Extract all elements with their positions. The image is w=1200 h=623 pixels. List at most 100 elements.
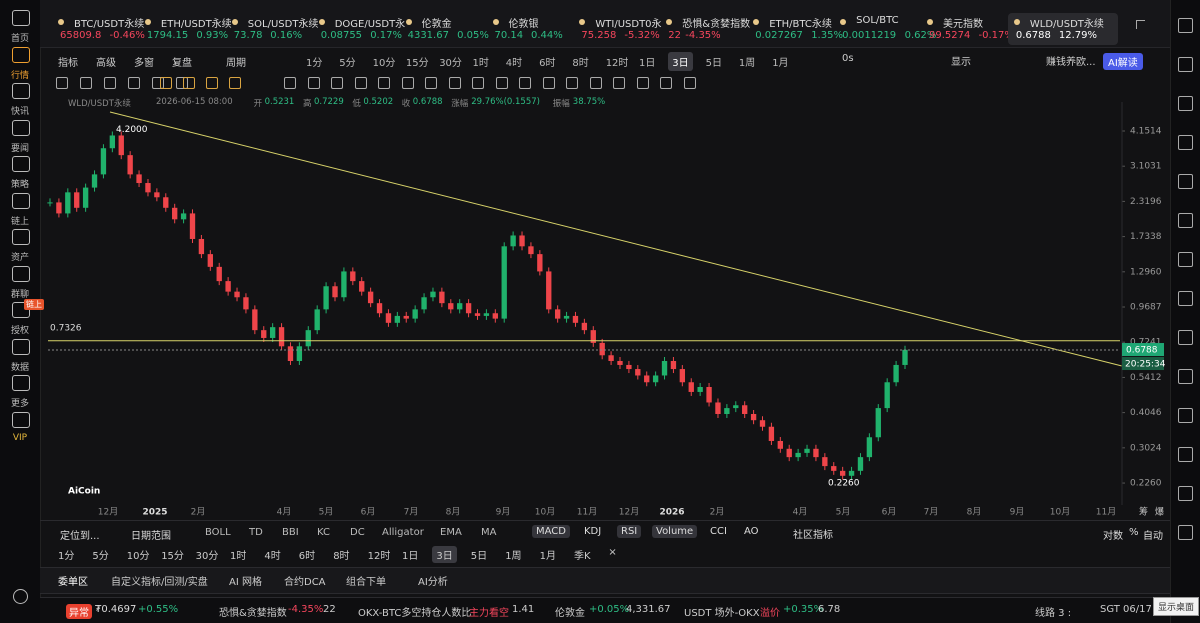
sidebar-icon[interactable] <box>12 83 30 99</box>
draw-tool[interactable] <box>104 77 116 89</box>
period2-button[interactable]: 5日 <box>470 551 488 562</box>
right-icon[interactable] <box>1178 213 1193 228</box>
draw-tool[interactable] <box>307 77 320 89</box>
indicator-right[interactable]: 对数 <box>1103 531 1123 542</box>
ticker-name[interactable]: ETH/USDT永续 <box>160 19 232 30</box>
draw-tool[interactable] <box>425 77 437 89</box>
status-item[interactable]: 线路 3 : <box>1035 608 1072 619</box>
status-item[interactable]: +0.35% <box>783 604 824 615</box>
sidebar-icon[interactable] <box>12 46 30 63</box>
ticker-change[interactable]: 0.16% <box>270 30 303 41</box>
period-button[interactable]: 1日 <box>639 58 656 69</box>
period-button[interactable]: 15分 <box>405 58 429 69</box>
ticker-change[interactable]: 12.79% <box>1058 30 1098 41</box>
ticker-name[interactable]: 美元指数 <box>943 19 983 30</box>
toolbar-button[interactable]: 周期 <box>226 58 246 69</box>
indicator-right[interactable]: 自动 <box>1143 531 1163 542</box>
sidebar-label[interactable]: 资产 <box>10 253 29 263</box>
indicator-main[interactable]: KC <box>317 527 330 538</box>
period-button[interactable]: 1周 <box>738 58 756 69</box>
ticker-name[interactable]: 伦敦银 <box>508 19 539 30</box>
period-button[interactable]: 30分 <box>439 58 462 69</box>
sidebar-label[interactable]: 授权 <box>10 326 29 336</box>
ticker-name[interactable]: SOL/USDT永续 <box>247 19 319 30</box>
indicator-main[interactable]: EMA <box>440 527 462 538</box>
status-item[interactable]: 异常 <box>66 604 92 619</box>
right-icon[interactable] <box>1178 330 1193 345</box>
draw-tool[interactable] <box>495 77 508 89</box>
sidebar-label[interactable]: 行情 <box>10 70 29 81</box>
ticker-name[interactable]: SOL/BTC <box>856 15 899 26</box>
toolbar-button[interactable]: 复盘 <box>172 58 192 69</box>
ticker-price[interactable]: 0.027267 <box>755 30 803 41</box>
ticker-change[interactable]: 1.35% <box>811 30 843 41</box>
status-item[interactable]: +0.55% <box>138 604 179 615</box>
draw-tool[interactable] <box>80 77 92 89</box>
period2-button[interactable]: 15分 <box>161 551 184 562</box>
ticker-change[interactable]: -5.32% <box>624 30 660 41</box>
sidebar-icon[interactable] <box>12 411 30 428</box>
toolbar-button[interactable]: 高级 <box>96 58 116 69</box>
period2-button[interactable]: 3日 <box>432 546 457 563</box>
sidebar-label[interactable]: 链上 <box>10 216 29 227</box>
indicator-main[interactable]: BBI <box>282 527 299 538</box>
sidebar-icon[interactable] <box>12 192 30 209</box>
draw-tool[interactable] <box>566 77 578 89</box>
ticker-name[interactable]: WTI/USDT0永 <box>595 19 662 30</box>
toolbar-right-button[interactable]: 显示 <box>951 57 971 68</box>
ticker-price[interactable]: 75.258 <box>581 30 617 41</box>
period-button[interactable]: 8时 <box>572 58 589 69</box>
ticker-change[interactable]: 0.44% <box>531 30 563 41</box>
ticker-price[interactable]: 22 <box>668 30 682 41</box>
period2-button[interactable]: 1周 <box>505 551 522 562</box>
ticker-price[interactable]: 0.08755 <box>320 30 363 41</box>
indicator-sub[interactable]: RSI <box>617 525 642 538</box>
ticker-price[interactable]: 4331.67 <box>407 30 449 41</box>
right-icon[interactable] <box>1178 369 1193 384</box>
right-icon[interactable] <box>1178 525 1193 540</box>
draw-tool[interactable] <box>284 77 296 89</box>
indicator-sub[interactable]: KDJ <box>584 526 602 537</box>
period2-button[interactable]: 5分 <box>92 551 109 562</box>
ticker-price[interactable]: 65809.8 <box>60 30 102 41</box>
draw-tool[interactable] <box>472 77 484 89</box>
status-item[interactable]: 主力看空 <box>469 608 509 619</box>
indicator-main[interactable]: TD <box>249 527 263 538</box>
status-item[interactable]: OKX-BTC多空持仓人数比 <box>358 608 472 619</box>
ticker-price[interactable]: 70.14 <box>494 30 524 41</box>
indicator-sub[interactable]: AO <box>744 526 759 537</box>
toolbar-right-button[interactable]: 0s <box>842 53 854 64</box>
sidebar-label[interactable]: 快讯 <box>10 107 29 117</box>
status-item[interactable]: +0.05% <box>589 604 630 615</box>
right-icon[interactable] <box>1178 18 1193 33</box>
indicator-sub[interactable]: 社区指标 <box>793 530 833 541</box>
sidebar-icon[interactable] <box>12 10 30 26</box>
ticker-change[interactable]: -0.17% <box>978 30 1014 41</box>
period-button[interactable]: 1月 <box>772 58 789 69</box>
indicator-left[interactable]: 日期范围 <box>131 531 171 542</box>
right-icon[interactable] <box>1178 96 1193 111</box>
ticker-price[interactable]: 0.6788 <box>1015 30 1051 41</box>
ticker-price[interactable]: 73.78 <box>233 30 263 41</box>
period-button[interactable]: 5分 <box>339 58 356 69</box>
ticker-price[interactable]: 1794.15 <box>146 30 189 41</box>
ticker-price[interactable]: 0.0011219 <box>842 30 897 41</box>
right-icon[interactable] <box>1178 252 1193 267</box>
period-button[interactable]: 1时 <box>472 58 489 69</box>
draw-tool[interactable] <box>331 77 343 89</box>
draw-tool[interactable] <box>56 77 68 89</box>
period-button[interactable]: 10分 <box>372 58 396 69</box>
draw-tool[interactable] <box>448 77 461 89</box>
ticker-name[interactable]: DOGE/USDT永 <box>334 19 406 30</box>
status-item[interactable]: 4,331.67 <box>626 604 671 615</box>
period-button[interactable]: 5日 <box>705 58 722 69</box>
draw-tool[interactable] <box>636 77 649 89</box>
sidebar-label[interactable]: VIP <box>12 432 28 443</box>
ticker-change[interactable]: 0.93% <box>196 30 229 41</box>
draw-tool[interactable] <box>160 77 172 89</box>
sidebar-icon[interactable] <box>12 229 30 245</box>
status-item[interactable]: 1.41 <box>512 604 535 615</box>
sidebar-label[interactable]: 更多 <box>10 399 29 409</box>
ticker-name[interactable]: BTC/USDT永续 <box>74 19 145 30</box>
status-item[interactable]: 恐惧&贪婪指数 <box>219 608 287 619</box>
